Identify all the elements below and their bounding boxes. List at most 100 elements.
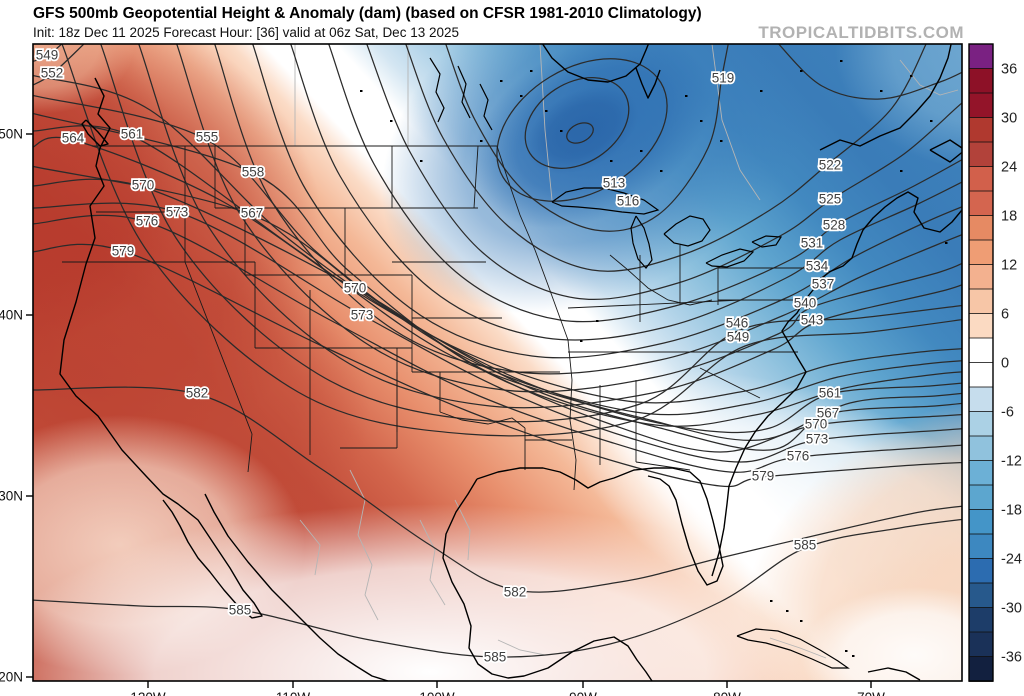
contour-label: 579 [752,469,775,484]
state-border-line [184,261,253,435]
colorbar-cell [968,656,994,682]
lake-outline [751,235,783,248]
coastline [929,139,962,163]
anomaly-shading-blob [526,86,638,174]
faint-border-line [454,499,471,561]
coastline [806,682,822,684]
lat-tick-label: 40N [0,308,23,323]
contour-label: 540 [794,296,817,311]
island-speck [520,95,523,97]
state-border-line [567,339,577,491]
contour-label: 558 [242,165,265,180]
colorbar-cell [968,582,994,609]
coastline [635,67,661,99]
coastline [81,119,109,147]
contour-label: 531 [801,236,824,251]
height-contour-516 [777,44,962,100]
faint-border-line [419,519,446,606]
island-speck [480,140,483,142]
island-speck [500,80,503,82]
island-speck [880,90,883,92]
island-speck [720,140,723,142]
lat-tick-label: 50N [0,127,23,142]
colorbar-tick-label: -36 [1001,650,1022,666]
contour-label: 519 [712,71,735,86]
lon-tick-label: 110W [276,690,311,696]
faint-border-line [769,637,827,659]
colorbar-tick-label: 0 [1001,356,1009,372]
colorbar-cell [968,484,994,511]
contour-label: 570 [132,178,155,193]
state-border-line [496,145,569,341]
island-speck [800,620,803,622]
height-contour-537 [214,44,962,375]
island-speck [530,70,533,72]
lon-tick-label: 120W [130,690,166,696]
contour-label: 585 [794,538,817,553]
lake-outline [457,65,471,119]
map-frame [32,43,963,682]
island-speck [700,120,703,122]
contour-label: 585 [484,650,507,665]
height-contour-552 [33,74,962,404]
height-contour-579 [33,243,962,488]
anomaly-shading-blob [800,587,962,681]
coastline [442,478,653,681]
colorbar-cell [968,166,994,192]
contour-label: 537 [812,277,835,292]
contour-label: 555 [196,130,219,145]
height-contour-522 [405,44,927,272]
contour-label: 573 [351,308,374,323]
state-border-line [609,254,713,306]
contour-label: 561 [121,127,144,142]
anomaly-shading-blob [33,44,135,114]
island-speck [390,120,393,122]
height-contour-519 [445,44,729,232]
colorbar-cell [968,362,994,388]
height-contour-540 [176,44,962,393]
lon-tick-label: 80W [713,690,741,696]
coastline [711,191,962,577]
island-speck [770,600,773,602]
contour-label: 570 [344,281,367,296]
colorbar-tick-label: -6 [1001,405,1014,421]
lake-outline [551,187,660,215]
island-speck [685,95,688,97]
contour-label: 576 [136,214,159,229]
height-contour-585 [33,518,962,658]
island-speck [930,120,933,122]
lake-outline [705,248,755,268]
contour-label: 582 [186,386,209,401]
contour-label: 513 [603,176,626,191]
island-speck [580,340,583,342]
island-speck [420,160,423,162]
colorbar-cell [968,337,994,364]
lake-outline [479,83,493,131]
coastline [59,77,263,619]
height-contour-552 [33,44,85,86]
island-speck [852,655,855,657]
lat-tick-label: 30N [0,489,23,504]
height-contour-534 [252,44,962,359]
coastline [867,667,921,681]
colorbar-tick-label: -18 [1001,503,1022,519]
colorbar-tick-label: 30 [1001,111,1017,127]
faint-border-line [299,519,321,576]
colorbar-tick-label: 36 [1001,62,1017,78]
height-contour-567 [33,165,962,451]
lon-tick-label: 70W [857,690,885,696]
island-speck [545,110,548,112]
contour-label: 549 [727,330,750,345]
faint-border-line [711,44,761,201]
state-border-line [567,299,743,309]
colorbar-cell [968,141,994,168]
anomaly-shading-blob [33,44,180,340]
height-contour-561 [33,125,962,434]
init-forecast-line: Init: 18z Dec 11 2025 Forecast Hour: [36… [33,25,459,40]
lake-outline [429,57,445,123]
island-speck [360,90,363,92]
contour-label: 570 [805,417,828,432]
island-speck [640,150,643,152]
